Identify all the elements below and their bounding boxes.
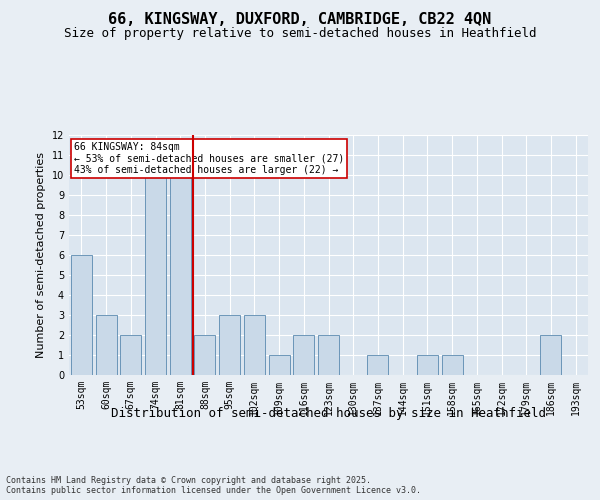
Bar bbox=[244, 315, 265, 375]
Text: Contains HM Land Registry data © Crown copyright and database right 2025.
Contai: Contains HM Land Registry data © Crown c… bbox=[6, 476, 421, 495]
Text: 66, KINGSWAY, DUXFORD, CAMBRIDGE, CB22 4QN: 66, KINGSWAY, DUXFORD, CAMBRIDGE, CB22 4… bbox=[109, 12, 491, 28]
Bar bbox=[417, 355, 438, 375]
Text: Size of property relative to semi-detached houses in Heathfield: Size of property relative to semi-detach… bbox=[64, 28, 536, 40]
Bar bbox=[219, 315, 240, 375]
Text: Distribution of semi-detached houses by size in Heathfield: Distribution of semi-detached houses by … bbox=[112, 408, 546, 420]
Bar bbox=[170, 175, 191, 375]
Bar bbox=[318, 335, 339, 375]
Bar bbox=[145, 175, 166, 375]
Text: 66 KINGSWAY: 84sqm
← 53% of semi-detached houses are smaller (27)
43% of semi-de: 66 KINGSWAY: 84sqm ← 53% of semi-detache… bbox=[74, 142, 344, 176]
Bar bbox=[95, 315, 116, 375]
Bar bbox=[71, 255, 92, 375]
Y-axis label: Number of semi-detached properties: Number of semi-detached properties bbox=[36, 152, 46, 358]
Bar bbox=[293, 335, 314, 375]
Bar bbox=[541, 335, 562, 375]
Bar bbox=[442, 355, 463, 375]
Bar bbox=[269, 355, 290, 375]
Bar bbox=[194, 335, 215, 375]
Bar bbox=[367, 355, 388, 375]
Bar bbox=[120, 335, 141, 375]
